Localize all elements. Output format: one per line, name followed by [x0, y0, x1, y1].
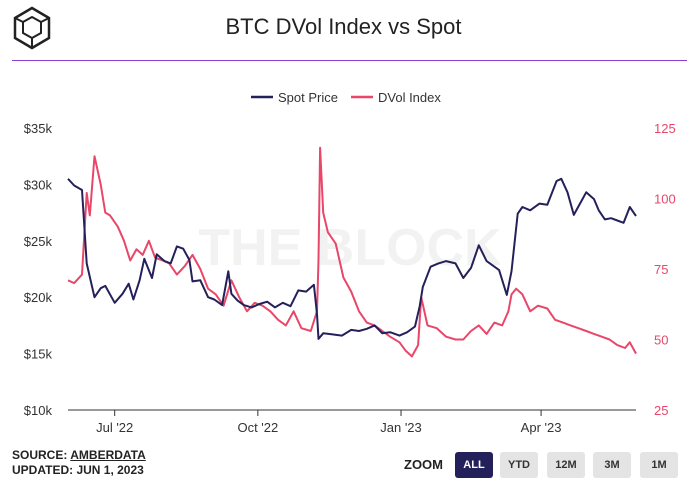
- legend: Spot Price DVol Index: [251, 90, 441, 105]
- y-left-tick-label: $25k: [24, 234, 53, 249]
- theblock-cube-icon: [13, 6, 51, 50]
- zoom-ytd-button[interactable]: YTD: [500, 452, 538, 478]
- x-tick-label: Jan '23: [380, 420, 422, 435]
- x-tick-label: Jul '22: [96, 420, 133, 435]
- updated-date: UPDATED: JUN 1, 2023: [12, 463, 144, 477]
- title-divider: [12, 60, 687, 61]
- page-title: BTC DVol Index vs Spot: [225, 14, 462, 39]
- y-right-tick-label: 100: [654, 192, 676, 207]
- zoom-1m-button[interactable]: 1M: [640, 452, 678, 478]
- x-tick-label: Apr '23: [521, 420, 562, 435]
- zoom-12m-button[interactable]: 12M: [547, 452, 585, 478]
- y-right-tick-label: 25: [654, 403, 668, 418]
- y-right-tick-label: 75: [654, 262, 668, 277]
- source-link[interactable]: AMBERDATA: [70, 448, 146, 462]
- series-group: [67, 146, 637, 358]
- y-right-tick-label: 125: [654, 121, 676, 136]
- chart: THE BLOCK Spot Price DVol Index $10k$15k$…: [24, 90, 676, 435]
- legend-dvol-index-label[interactable]: DVol Index: [378, 90, 441, 105]
- y-left-tick-label: $20k: [24, 290, 53, 305]
- spot-price-line: [67, 177, 637, 340]
- zoom-label: ZOOM: [404, 457, 443, 472]
- dvol-index-line: [67, 146, 637, 358]
- y-left-tick-label: $30k: [24, 177, 53, 192]
- legend-spot-price-label[interactable]: Spot Price: [278, 90, 338, 105]
- y-right-tick-label: 50: [654, 333, 668, 348]
- y-left-tick-label: $15k: [24, 347, 53, 362]
- zoom-3m-button[interactable]: 3M: [593, 452, 631, 478]
- source-prefix: SOURCE:: [12, 448, 68, 462]
- y-left-tick-label: $35k: [24, 121, 53, 136]
- x-tick-label: Oct '22: [237, 420, 278, 435]
- axes: $10k $15k $20k $25k $30k $35k 25 50 75 100 125 Jul …: [24, 121, 676, 435]
- zoom-all-button[interactable]: ALL: [455, 452, 493, 478]
- footer: SOURCE: AMBERDATA UPDATED: JUN 1, 2023: [12, 448, 146, 478]
- watermark: THE BLOCK: [198, 219, 502, 277]
- y-left-tick-label: $10k: [24, 403, 53, 418]
